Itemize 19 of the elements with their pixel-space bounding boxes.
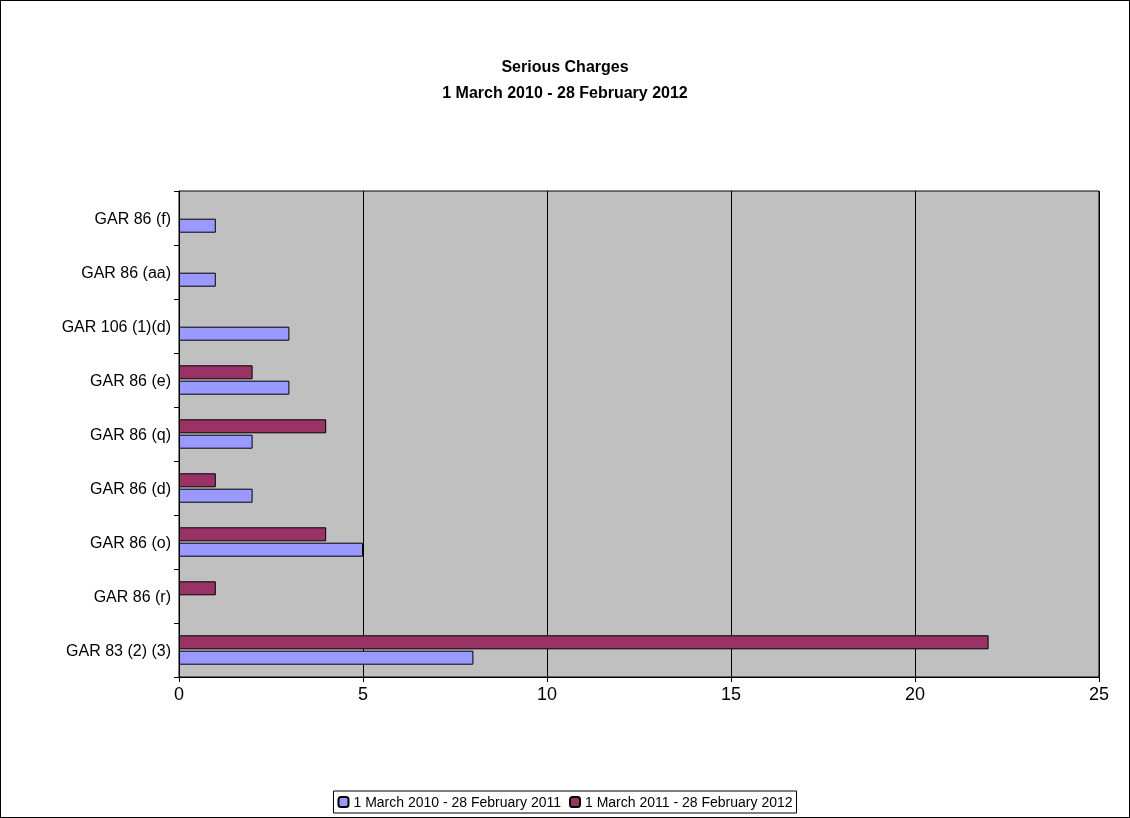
chart-title: Serious Charges: [501, 57, 629, 75]
y-tick-label: GAR 86 (f): [94, 209, 171, 227]
x-tick-label: 15: [720, 684, 742, 704]
y-tick-label: GAR 86 (d): [90, 479, 171, 497]
y-tick-label: GAR 86 (e): [90, 371, 171, 389]
y-tick-label: GAR 83 (2) (3): [66, 641, 171, 659]
y-tick-label: GAR 86 (q): [90, 425, 171, 443]
x-tick-label: 5: [357, 684, 369, 704]
y-tick-label: GAR 86 (o): [90, 533, 171, 551]
x-tick-label: 25: [1088, 684, 1110, 704]
chart-subtitle: 1 March 2010 - 28 February 2012: [442, 83, 688, 101]
y-tick-label: GAR 106 (1)(d): [61, 317, 171, 335]
y-tick-label: GAR 86 (r): [93, 587, 171, 605]
y-tick-label: GAR 86 (aa): [81, 263, 171, 281]
x-tick-label: 20: [904, 684, 926, 704]
x-tick-label: 10: [536, 684, 558, 704]
x-tick-label: 0: [173, 684, 185, 704]
legend-label: 1 March 2011 - 28 February 2012: [585, 794, 793, 810]
legend-label: 1 March 2010 - 28 February 2011: [353, 794, 562, 810]
